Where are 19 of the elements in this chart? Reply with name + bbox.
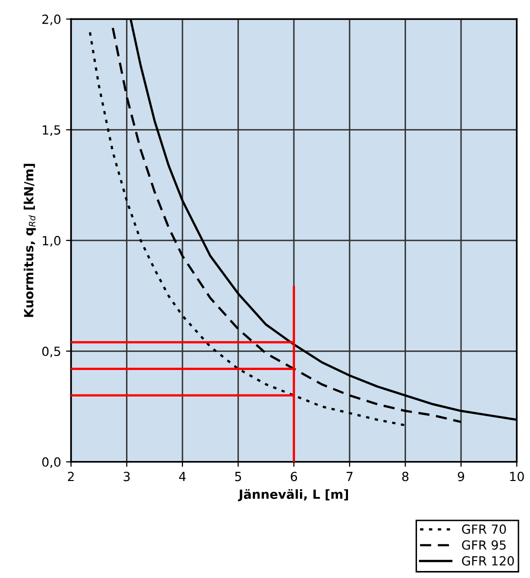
x-axis-title: Jänneväli, L [m] [238,489,348,502]
x-tick-label: 7 [346,472,353,482]
x-tick-label: 9 [458,472,464,482]
y-tick-label: 0,0 [42,457,60,468]
x-tick-label: 2 [68,472,74,482]
legend-label: GFR 70 [462,524,506,534]
y-tick-label: 1,0 [42,236,60,247]
legend-label: GFR 120 [462,556,514,566]
y-tick-label: 0,5 [42,346,60,358]
x-tick-label: 6 [290,472,298,482]
legend-label: GFR 95 [462,540,506,550]
x-tick-label: 8 [402,472,408,482]
x-tick-label: 3 [124,472,130,482]
y-tick-label: 2,0 [42,14,60,26]
x-tick-label: 10 [510,472,524,482]
x-tick-label: 4 [179,472,186,482]
y-axis-title: Kuormitus, q$_{Rd}$ [kN/m] [24,164,36,317]
x-tick-label: 5 [235,472,242,482]
y-tick-label: 1,5 [42,125,60,136]
